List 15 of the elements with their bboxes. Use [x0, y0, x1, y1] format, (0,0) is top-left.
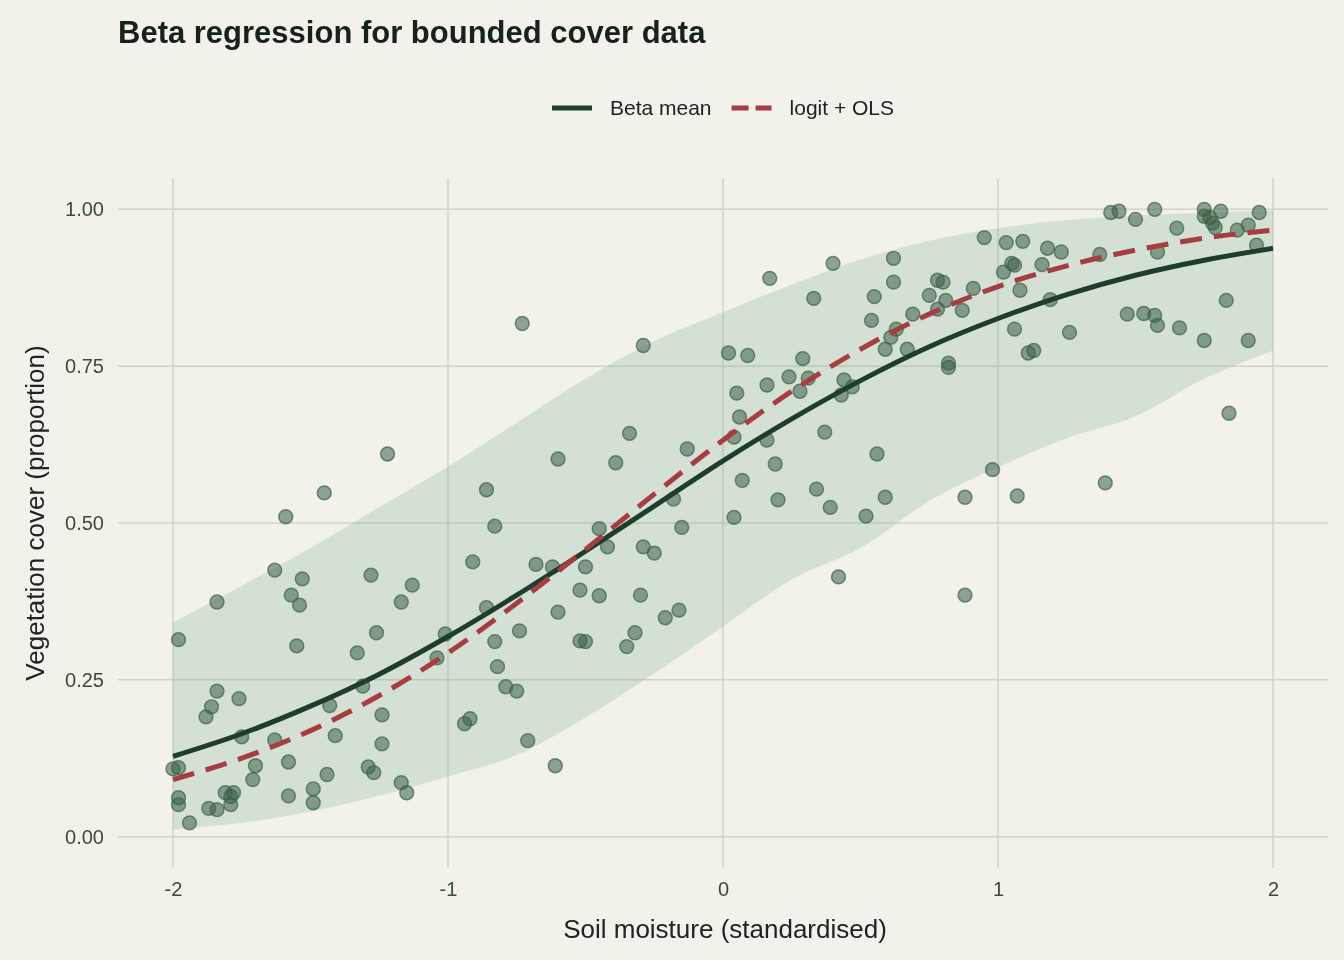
x-tick-label: -2: [164, 878, 183, 901]
legend-label: Beta mean: [609, 96, 712, 119]
y-tick-label: 0.50: [65, 511, 104, 534]
x-tick-label: 1: [992, 878, 1005, 901]
x-tick-label: 2: [1267, 878, 1280, 901]
y-tick-label: 0.25: [65, 668, 104, 691]
y-tick-label: 0.00: [65, 825, 104, 848]
x-tick-label: -1: [439, 878, 458, 901]
y-tick-label: 0.75: [65, 355, 104, 378]
legend-label: logit + OLS: [789, 96, 895, 119]
y-tick-label: 1.00: [65, 198, 104, 221]
x-axis-title: Soil moisture (standardised): [563, 914, 887, 944]
y-axis-title: Vegetation cover (proportion): [20, 345, 50, 681]
x-tick-label: 0: [717, 878, 730, 901]
chart-title: Beta regression for bounded cover data: [118, 15, 707, 50]
